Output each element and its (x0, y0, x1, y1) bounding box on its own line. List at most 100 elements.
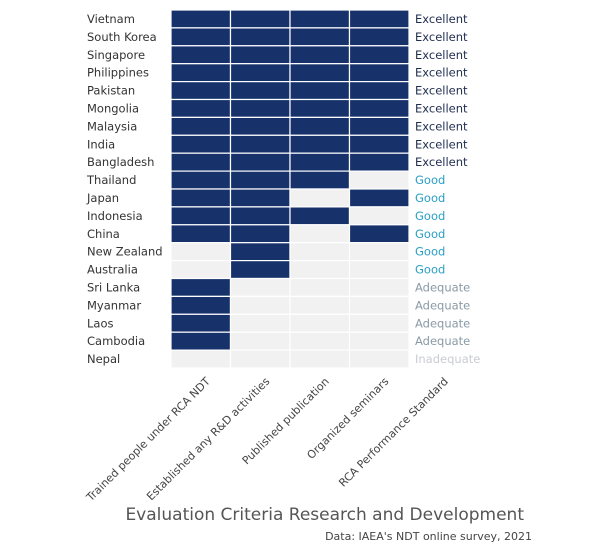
column-label: RCA Performance Standard (336, 375, 451, 490)
heatmap-cell (170, 116, 232, 136)
heatmap-cell (229, 349, 291, 369)
row-label: Pakistan (87, 84, 135, 98)
heatmap-cell (348, 224, 410, 244)
heatmap-cell (170, 224, 232, 244)
heatmap-cell (348, 27, 410, 47)
row-label: Singapore (87, 48, 145, 62)
heatmap-cell (348, 349, 410, 369)
heatmap-cell (229, 331, 291, 351)
row-label: India (87, 137, 115, 151)
heatmap-cell (170, 80, 232, 101)
row-label: Laos (87, 316, 113, 330)
heatmap-cell (348, 9, 410, 29)
rating-label: Excellent (415, 66, 468, 80)
heatmap-cell (289, 134, 351, 154)
heatmap-cell (289, 63, 351, 83)
heatmap-cell (229, 116, 291, 136)
heatmap-cell (229, 277, 291, 297)
rating-label: Adequate (415, 298, 470, 312)
row-label: Cambodia (87, 334, 145, 348)
row-label: Mongolia (87, 101, 139, 115)
row-label: China (87, 227, 120, 241)
heatmap-cell (170, 9, 232, 29)
heatmap-cell (170, 313, 232, 333)
heatmap-cell (348, 331, 410, 351)
rating-label: Adequate (415, 316, 470, 330)
chart-source: Data: IAEA's NDT online survey, 2021 (325, 530, 532, 543)
heatmap-cell (289, 224, 351, 244)
heatmap-cell (229, 80, 291, 101)
heatmap-cell (348, 170, 410, 190)
heatmap-cell (348, 134, 410, 154)
heatmap-chart: Vietnam Excellent South Korea Excellent Sing… (83, 9, 480, 500)
heatmap-cell (229, 242, 291, 262)
row-label: Vietnam (87, 12, 135, 26)
heatmap-cell (348, 45, 410, 65)
heatmap-cell (170, 27, 232, 47)
heatmap-cell (348, 313, 410, 333)
heatmap-cell (170, 188, 232, 208)
heatmap-cell (229, 295, 291, 315)
rating-label: Good (415, 191, 445, 205)
heatmap-cell (289, 170, 351, 190)
heatmap-cell (229, 63, 291, 83)
heatmap-cell (170, 45, 232, 65)
heatmap-cell (229, 27, 291, 47)
heatmap-cell (170, 242, 232, 262)
heatmap-cell (289, 277, 351, 297)
column-label: Established any R&D activities (144, 375, 272, 500)
heatmap-cell (348, 295, 410, 315)
heatmap-cell (170, 134, 232, 154)
heatmap-cell (289, 9, 351, 29)
row-label: Myanmar (87, 298, 141, 312)
heatmap-cell (348, 98, 410, 118)
heatmap-cell (170, 295, 232, 315)
row-label: Indonesia (87, 209, 143, 223)
heatmap-cell (229, 170, 291, 190)
rating-label: Good (415, 227, 445, 241)
chart-title: Evaluation Criteria Research and Develop… (125, 505, 524, 525)
heatmap-cell (229, 98, 291, 118)
heatmap-cell (229, 134, 291, 154)
row-label: Malaysia (87, 119, 137, 133)
heatmap-cell (348, 152, 410, 172)
row-label: Nepal (87, 352, 120, 366)
heatmap-cell (289, 152, 351, 172)
heatmap-cell (289, 349, 351, 369)
heatmap-cell (170, 277, 232, 297)
column-label: Trained people under RCA NDT (83, 375, 213, 500)
heatmap-cell (170, 98, 232, 118)
row-label: Philippines (87, 66, 149, 80)
rating-label: Excellent (415, 155, 468, 169)
row-label: South Korea (87, 30, 157, 44)
heatmap-cell (289, 242, 351, 262)
heatmap-cell (229, 152, 291, 172)
rating-label: Good (415, 173, 445, 187)
heatmap-cell (229, 9, 291, 29)
heatmap-cell (170, 349, 232, 369)
heatmap-cell (289, 295, 351, 315)
rating-label: Excellent (415, 48, 468, 62)
heatmap-cell (289, 260, 351, 280)
heatmap-cell (170, 206, 232, 226)
row-label: Australia (87, 263, 138, 277)
heatmap-cell (170, 63, 232, 83)
rating-label: Excellent (415, 30, 468, 44)
heatmap-cell (348, 63, 410, 83)
heatmap-cell (348, 260, 410, 280)
row-label: Sri Lanka (87, 280, 140, 294)
rating-label: Good (415, 209, 445, 223)
heatmap-cell (170, 260, 232, 280)
heatmap-cell (289, 80, 351, 101)
rating-label: Inadequate (415, 352, 480, 366)
heatmap-cell (289, 98, 351, 118)
heatmap-cell (348, 80, 410, 101)
row-label: Bangladesh (87, 155, 154, 169)
heatmap-cell (289, 206, 351, 226)
heatmap-cell (289, 331, 351, 351)
heatmap-cell (170, 331, 232, 351)
heatmap-cell (170, 170, 232, 190)
heatmap-cell (229, 224, 291, 244)
rating-label: Good (415, 263, 445, 277)
rating-label: Good (415, 245, 445, 259)
